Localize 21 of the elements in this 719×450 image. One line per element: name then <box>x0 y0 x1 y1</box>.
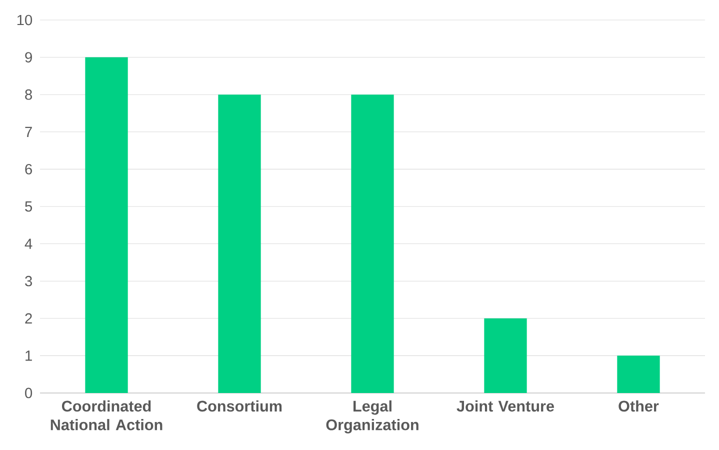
y-tick-label: 7 <box>25 126 32 137</box>
x-tick-label: Other <box>618 400 659 412</box>
bar <box>484 318 527 393</box>
bar <box>351 94 394 393</box>
y-tick-label: 0 <box>25 388 32 398</box>
x-tick-label: Legal Organization <box>326 400 418 434</box>
bar <box>218 94 261 393</box>
bar <box>617 356 660 393</box>
y-tick-label: 4 <box>24 238 32 249</box>
y-tick-label: 3 <box>25 276 32 286</box>
y-tick-label: 8 <box>25 89 32 100</box>
x-tick-label: Consortium <box>197 400 282 412</box>
bar <box>85 57 128 393</box>
y-tick-label: 6 <box>25 164 32 174</box>
x-tick-label: Coordinated National Action <box>50 400 162 430</box>
y-tick-label: 2 <box>25 313 32 324</box>
x-tick-label: Joint Venture <box>456 400 554 412</box>
y-tick-label: 9 <box>25 52 32 62</box>
y-tick-label: 1 <box>26 350 32 361</box>
y-tick-label: 10 <box>17 14 32 26</box>
y-tick-label: 5 <box>25 201 32 212</box>
